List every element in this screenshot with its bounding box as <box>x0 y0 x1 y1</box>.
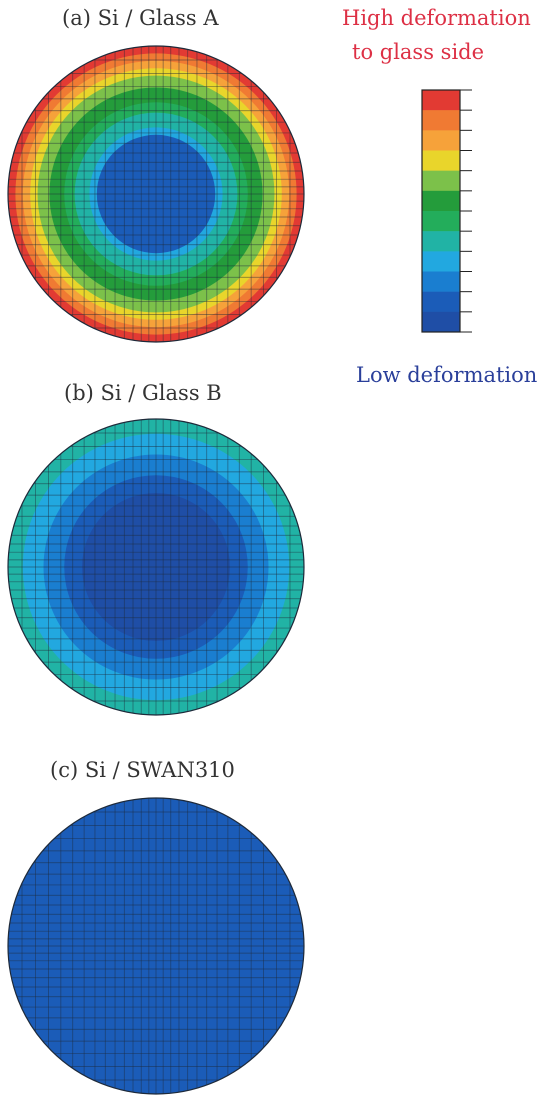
scale-segment-0 <box>422 311 460 333</box>
scale-border <box>421 89 461 333</box>
panel-a-title: (a) Si / Glass A <box>62 6 219 30</box>
scale-segment-11 <box>422 90 460 111</box>
panel-b-deformation-disk <box>7 418 305 716</box>
panel-c-deformation-disk <box>7 797 305 1095</box>
panel-a-mesh-grid <box>8 46 304 342</box>
scale-segment-3 <box>422 251 460 272</box>
scale-segment-1 <box>422 291 460 313</box>
panel-a-deformation-disk <box>7 45 305 343</box>
scale-segment-2 <box>422 271 460 292</box>
scale-segment-4 <box>422 231 460 252</box>
color-scale-bar <box>421 89 472 333</box>
panel-c-disk-outline <box>7 797 305 1095</box>
scale-segment-5 <box>422 211 460 232</box>
scale-segment-7 <box>422 170 460 192</box>
panel-c-title: (c) Si / SWAN310 <box>50 758 235 782</box>
legend-high-label-line1: High deformation <box>342 6 531 30</box>
scale-segment-8 <box>422 150 460 171</box>
scale-segment-9 <box>422 130 460 151</box>
panel-b-disk-outline <box>7 418 305 716</box>
scale-segment-10 <box>422 110 460 131</box>
panel-b-title: (b) Si / Glass B <box>64 381 222 405</box>
scale-segment-6 <box>422 190 460 212</box>
panel-a-disk-outline <box>7 45 305 343</box>
legend-low-label: Low deformation <box>356 363 538 387</box>
legend-high-label-line2: to glass side <box>352 40 485 64</box>
